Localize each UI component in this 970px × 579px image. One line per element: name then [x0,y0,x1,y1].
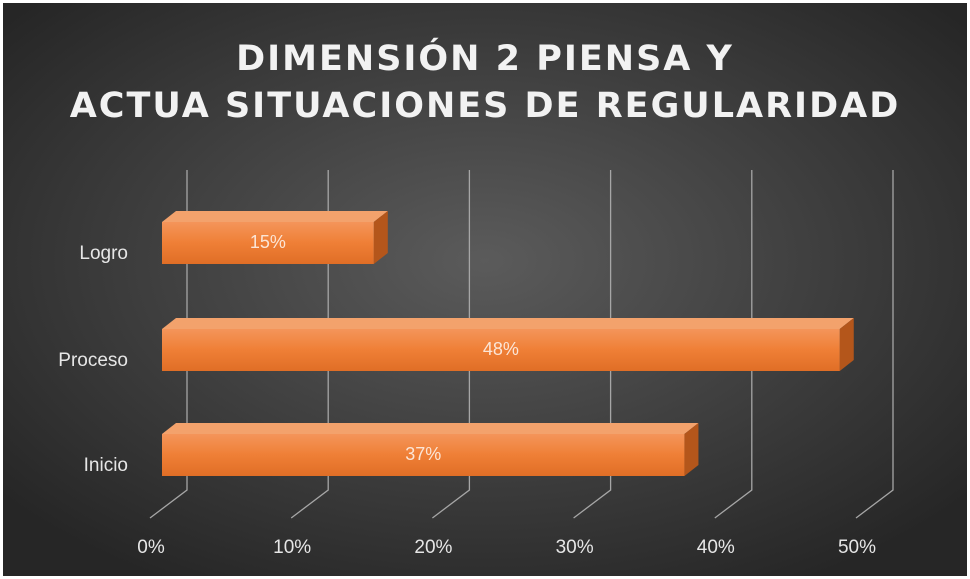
x-tick-label: 0% [137,537,165,558]
y-tick-label: Proceso [58,350,128,371]
x-tick-label: 20% [414,537,452,558]
x-tick-label: 40% [697,537,735,558]
y-tick-label: Logro [79,243,128,264]
bar-top [162,318,854,329]
grid-line [432,170,471,519]
x-tick-label: 10% [273,537,311,558]
bar-side [373,211,388,264]
bar [162,329,840,371]
x-tick-label: 50% [838,537,876,558]
bar [162,222,374,264]
value-label: 37% [405,444,441,464]
grid-line [714,170,753,519]
chart-title: DIMENSIÓN 2 PIENSA Y ACTUA SITUACIONES DE… [70,37,901,126]
bar [162,434,685,476]
grid-line [149,170,188,519]
bar-top [162,211,388,222]
chart-background [3,3,967,576]
y-tick-label: Inicio [84,455,128,476]
value-label: 48% [483,339,519,359]
grid-line [855,170,894,519]
grid-line [573,170,612,519]
bar-top [162,423,699,434]
x-tick-label: 30% [556,537,594,558]
grid-line [290,170,329,519]
bar-side [839,318,854,371]
value-label: 15% [250,232,286,252]
bar-side [684,423,699,476]
